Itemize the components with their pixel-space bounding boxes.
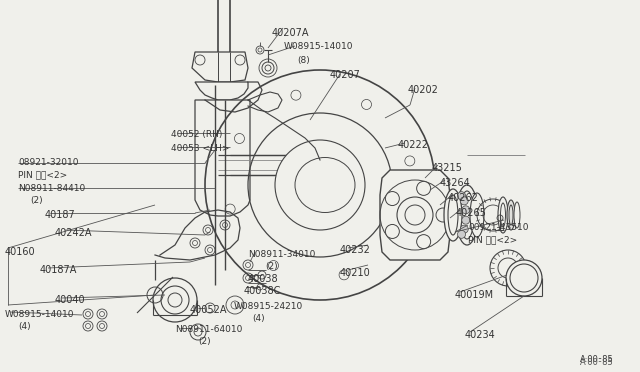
Text: 40262: 40262	[448, 193, 479, 203]
Circle shape	[462, 206, 470, 214]
Text: 40019M: 40019M	[455, 290, 494, 300]
Text: N08911-64010: N08911-64010	[175, 325, 243, 334]
Polygon shape	[195, 100, 250, 216]
Ellipse shape	[275, 140, 365, 230]
Circle shape	[417, 182, 431, 195]
Text: (2): (2)	[198, 337, 211, 346]
Ellipse shape	[295, 157, 355, 212]
Polygon shape	[380, 170, 450, 260]
Ellipse shape	[470, 193, 484, 237]
Text: W08915-24210: W08915-24210	[234, 302, 303, 311]
Text: N08911-84410: N08911-84410	[18, 184, 85, 193]
Text: 40187: 40187	[45, 210, 76, 220]
Text: 40038: 40038	[248, 274, 278, 284]
Ellipse shape	[507, 200, 515, 230]
Text: (2): (2)	[265, 262, 278, 271]
Text: 40222: 40222	[398, 140, 429, 150]
Text: 40053 <LH>: 40053 <LH>	[171, 144, 230, 153]
Text: 40207: 40207	[330, 70, 361, 80]
Ellipse shape	[506, 260, 542, 296]
Text: 08921-32010: 08921-32010	[18, 158, 79, 167]
Text: 40242A: 40242A	[55, 228, 93, 238]
Text: 40207A: 40207A	[272, 28, 310, 38]
Text: 40052 (RH): 40052 (RH)	[171, 130, 222, 139]
Text: 40160: 40160	[5, 247, 36, 257]
Circle shape	[417, 235, 431, 248]
Text: A·00⁃85: A·00⁃85	[580, 358, 614, 367]
Circle shape	[460, 225, 468, 233]
Text: 00921-43510: 00921-43510	[468, 223, 529, 232]
Ellipse shape	[514, 202, 520, 228]
Circle shape	[385, 224, 399, 238]
Text: W08915-14010: W08915-14010	[284, 42, 353, 51]
Circle shape	[458, 192, 465, 200]
Text: 43215: 43215	[432, 163, 463, 173]
Text: 40232: 40232	[340, 245, 371, 255]
Ellipse shape	[456, 185, 478, 245]
Text: 40210: 40210	[340, 268, 371, 278]
Polygon shape	[195, 82, 248, 100]
Circle shape	[436, 208, 450, 222]
Text: W08915-14010: W08915-14010	[5, 310, 74, 319]
Circle shape	[458, 230, 465, 238]
Ellipse shape	[498, 197, 508, 233]
Circle shape	[460, 197, 468, 205]
Text: 40187A: 40187A	[40, 265, 77, 275]
Text: (8): (8)	[297, 56, 310, 65]
Text: (4): (4)	[18, 322, 31, 331]
Text: 43264: 43264	[440, 178, 471, 188]
Ellipse shape	[444, 189, 462, 241]
Text: A·00⁃85: A·00⁃85	[580, 355, 614, 364]
Polygon shape	[192, 52, 248, 82]
Text: N08911-34010: N08911-34010	[248, 250, 316, 259]
Circle shape	[462, 216, 470, 224]
Text: (2): (2)	[30, 196, 43, 205]
Text: 40234: 40234	[465, 330, 496, 340]
Text: PIN ピン<2>: PIN ピン<2>	[468, 235, 517, 244]
Text: 40202: 40202	[408, 85, 439, 95]
Text: PIN ピン<2>: PIN ピン<2>	[18, 170, 67, 179]
Text: (4): (4)	[252, 314, 264, 323]
Circle shape	[385, 192, 399, 206]
Text: 40052A: 40052A	[190, 305, 227, 315]
Text: 40040: 40040	[55, 295, 86, 305]
Text: 40265: 40265	[456, 208, 487, 218]
Text: 40038C: 40038C	[244, 286, 282, 296]
